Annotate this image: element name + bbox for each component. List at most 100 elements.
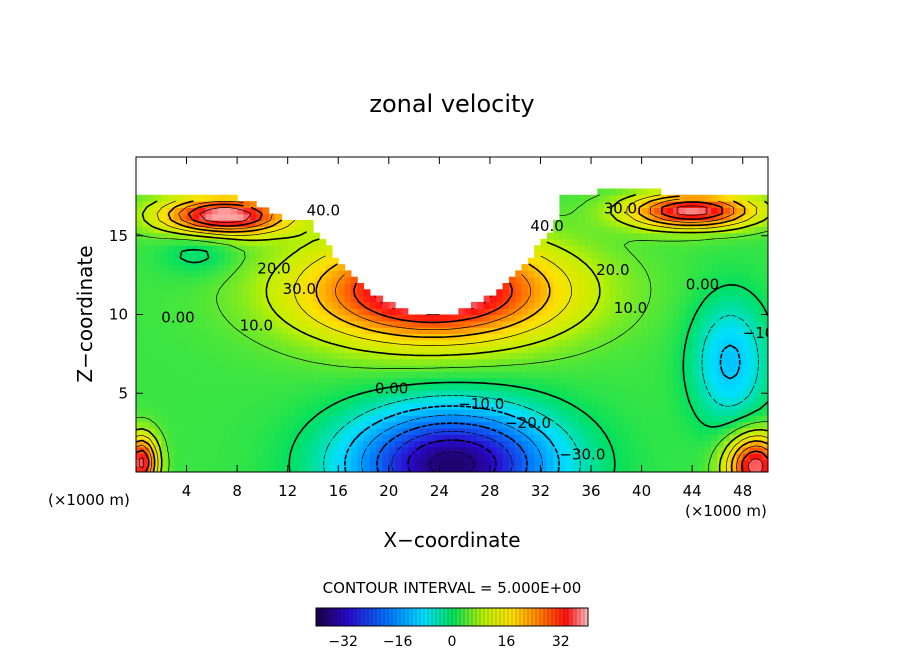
field-cell [496,402,504,410]
field-cell [154,226,162,234]
field-cell [597,264,605,271]
field-cell [597,371,605,379]
field-cell [395,446,403,454]
colorbar-gradient [315,607,589,627]
field-cell [540,308,548,316]
field-cell [742,251,750,259]
field-cell [363,352,371,360]
field-cell [527,377,535,385]
field-cell [711,459,719,467]
field-cell [508,358,516,366]
field-cell [610,320,617,328]
field-cell [755,446,763,454]
field-cell [300,220,308,227]
field-cell [357,377,365,385]
field-cell [136,333,143,341]
field-cell [711,346,719,353]
field-cell [553,270,561,278]
field-cell [692,232,700,240]
field-cell [534,440,542,448]
field-cell [761,364,768,372]
field-cell [502,390,510,397]
field-cell [319,314,327,322]
field-cell [357,339,365,347]
field-cell [275,314,282,322]
field-cell [742,459,750,467]
field-cell [635,213,643,221]
field-cell [553,251,561,259]
field-cell [262,333,270,341]
field-cell [401,352,409,360]
field-cell [142,276,150,284]
field-cell [572,320,579,328]
field-cell [268,371,276,379]
field-cell [218,270,226,278]
field-cell [180,459,188,467]
field-cell [717,213,725,221]
field-cell [256,283,263,290]
field-cell [692,427,700,435]
field-cell [730,289,737,297]
field-cell [136,421,143,429]
field-cell [211,402,219,410]
field-cell [584,396,592,404]
field-cell [673,207,681,215]
field-cell [154,364,162,372]
field-cell [230,220,238,227]
field-cell [559,346,567,353]
field-cell [363,421,371,429]
field-cell [325,289,333,297]
field-cell [698,201,706,208]
field-cell [489,346,497,353]
field-cell [294,352,301,360]
field-cell [256,264,263,271]
field-cell [584,427,592,435]
field-cell [591,257,598,265]
field-cell [603,427,611,435]
field-cell [218,226,226,234]
field-cell [306,346,314,353]
field-cell [641,346,649,353]
field-cell [679,390,687,397]
contour-line [138,205,764,472]
field-cell [256,238,263,246]
field-cell [312,396,320,404]
field-cell [679,201,687,208]
field-cell [635,289,643,297]
field-cell [730,383,737,391]
y-tick-label: 5 [118,384,128,402]
field-cell [477,396,485,404]
field-cell [704,390,712,397]
field-cell [603,251,611,259]
field-cell [237,264,245,271]
field-cell [553,434,561,442]
field-cell [401,434,409,442]
field-cell [591,459,598,467]
field-cell [673,364,681,372]
field-cell [142,364,150,372]
field-cell [521,364,529,372]
field-cell [628,465,636,472]
field-cell [692,327,700,334]
field-cell [142,346,150,353]
field-cell [148,409,156,416]
field-cell [211,434,219,442]
field-cell [736,383,744,391]
field-cell [692,245,700,253]
field-cell [350,301,358,309]
field-cell [723,352,731,360]
field-cell [673,446,681,454]
field-cell [192,446,200,454]
field-cell [584,346,592,353]
field-cell [173,371,181,379]
field-cell [205,257,213,265]
field-cell [218,434,226,442]
field-cell [572,396,579,404]
field-cell [464,409,472,416]
field-cell [388,409,396,416]
field-cell [363,327,371,334]
field-cell [628,194,636,202]
field-cell [673,295,681,303]
field-cell [749,421,756,429]
field-cell [161,465,169,472]
